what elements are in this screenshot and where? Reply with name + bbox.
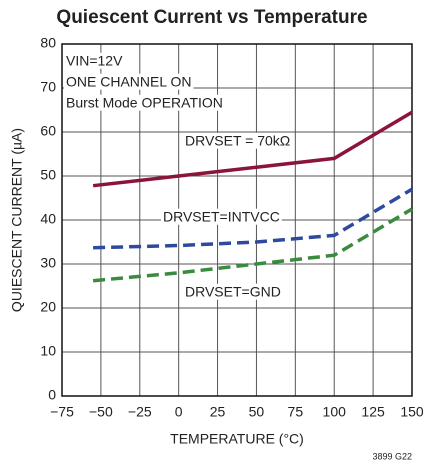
annotation-bg — [64, 73, 194, 90]
x-tick-label: 100 — [323, 404, 347, 420]
chart-title: Quiescent Current vs Temperature — [56, 7, 367, 28]
series-line — [92, 110, 413, 188]
y-tick-label: 30 — [40, 255, 56, 271]
x-axis-label: TEMPERATURE (°C) — [170, 431, 304, 447]
x-tick-label: −75 — [50, 404, 74, 420]
x-tick-label: 50 — [249, 404, 265, 420]
series-label: DRVSET = 70kΩ — [185, 133, 290, 149]
x-tick-label: 25 — [210, 404, 226, 420]
series-label-bg — [183, 283, 283, 300]
x-tick-label: 0 — [175, 404, 183, 420]
y-tick-label: 10 — [40, 343, 56, 359]
x-tick-label: −25 — [128, 404, 152, 420]
annotation-bg — [64, 52, 126, 69]
annotation: VIN=12V — [66, 53, 123, 69]
series-label-bg — [161, 208, 282, 225]
series-label: DRVSET=INTVCC — [163, 209, 280, 225]
y-tick-label: 0 — [48, 387, 56, 403]
annotation: ONE CHANNEL ON — [66, 74, 192, 90]
series-line — [92, 207, 413, 283]
plot-frame — [61, 43, 413, 397]
x-tick-label: 75 — [288, 404, 304, 420]
y-tick-label: 50 — [40, 167, 56, 183]
series-label: DRVSET=GND — [185, 284, 281, 300]
footnote: 3899 G22 — [372, 451, 412, 461]
annotation: Burst Mode OPERATION — [66, 95, 223, 111]
x-tick-label: 150 — [400, 404, 424, 420]
y-tick-label: 60 — [40, 123, 56, 139]
annotation-bg — [64, 94, 225, 111]
x-tick-label: 125 — [361, 404, 385, 420]
y-tick-label: 20 — [40, 299, 56, 315]
y-tick-label: 80 — [40, 35, 56, 51]
y-axis-label: QUIESCENT CURRENT (µA) — [9, 128, 25, 312]
y-tick-label: 70 — [40, 79, 56, 95]
series-line — [93, 187, 413, 250]
x-tick-label: −50 — [89, 404, 113, 420]
series-label-bg — [183, 132, 293, 149]
y-tick-label: 40 — [40, 211, 56, 227]
